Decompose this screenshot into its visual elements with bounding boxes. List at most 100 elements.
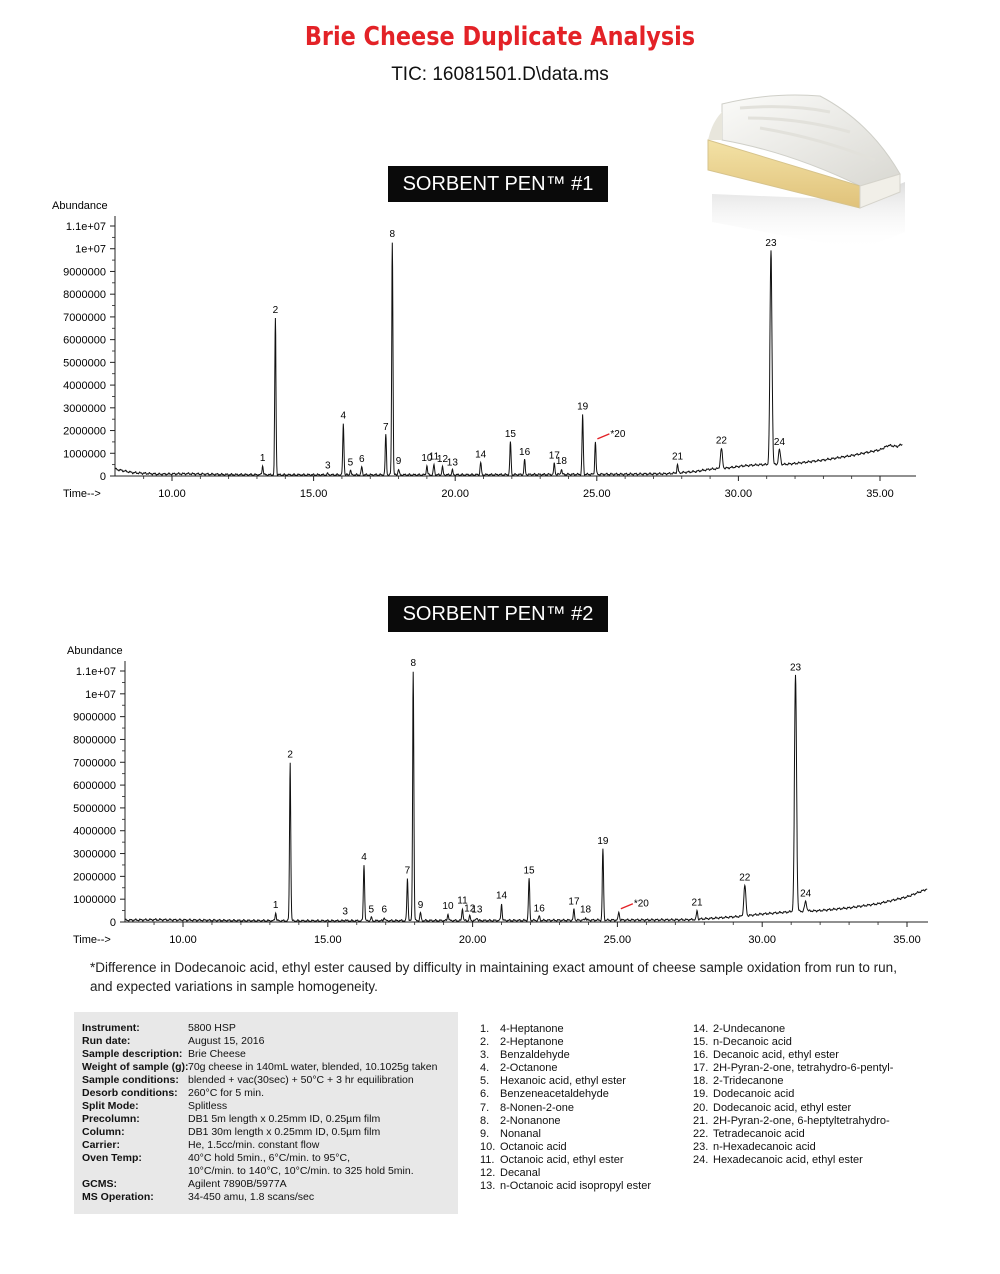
compound-item: 4. 2-Octanone — [480, 1062, 651, 1075]
y-tick-label: 7000000 — [63, 312, 106, 324]
compound-name: Octanoic acid, ethyl ester — [500, 1153, 624, 1166]
x-axis-label: Time--> — [73, 934, 111, 946]
y-tick-label: 9000000 — [73, 712, 116, 724]
compound-name: Octanoic acid — [500, 1140, 567, 1153]
peak-label: 5 — [348, 457, 354, 468]
compound-item: 10. Octanoic acid — [480, 1141, 651, 1154]
compound-number: 4. — [480, 1062, 490, 1075]
y-tick-label: 0 — [110, 917, 116, 929]
y-tick-label: 0 — [100, 471, 106, 483]
peak-label: 19 — [597, 836, 609, 847]
info-value: 40°C hold 5min., 6°C/min. to 95°C, — [188, 1152, 351, 1164]
peak-20-marker — [597, 433, 610, 440]
compound-name: Benzaldehyde — [500, 1049, 570, 1062]
compound-item: 15. n-Decanoic acid — [693, 1036, 893, 1049]
peak-label: 23 — [765, 238, 777, 249]
y-axis-label: Abundance — [52, 200, 108, 212]
compound-name: 2-Tridecanone — [713, 1075, 784, 1088]
compound-name: Dodecanoic acid — [713, 1088, 795, 1101]
compound-number: 13. — [480, 1180, 496, 1193]
compound-item: 8. 2-Nonanone — [480, 1115, 651, 1128]
y-tick-label: 1000000 — [63, 448, 106, 460]
y-tick-label: 5000000 — [63, 357, 106, 369]
peak-label: 3 — [325, 461, 331, 472]
compound-number: 10. — [480, 1140, 496, 1153]
peak-label: 19 — [577, 402, 589, 413]
compound-number: 5. — [480, 1075, 490, 1088]
info-value: 10°C/min. to 140°C, 10°C/min. to 325 hol… — [188, 1165, 414, 1177]
y-tick-label: 3000000 — [73, 849, 116, 861]
x-tick-label: 15.00 — [314, 934, 342, 946]
peak-label: 7 — [405, 866, 411, 877]
compound-item: 6. Benzeneacetaldehyde — [480, 1088, 651, 1101]
y-tick-label: 8000000 — [73, 734, 116, 746]
compound-item: 18. 2-Tridecanone — [693, 1075, 893, 1088]
compound-number: 1. — [480, 1023, 490, 1035]
x-tick-label: 35.00 — [893, 934, 921, 946]
info-value: 70g cheese in 140mL water, blended, 10.1… — [188, 1061, 438, 1073]
tic-trace — [114, 242, 903, 477]
peak-label: 11 — [457, 895, 468, 906]
peak-label: 17 — [549, 451, 561, 462]
y-tick-label: 8000000 — [63, 289, 106, 301]
compound-name: 2-Octanone — [500, 1062, 558, 1075]
compound-name: n-Octanoic acid isopropyl ester — [500, 1180, 652, 1193]
y-tick-label: 4000000 — [63, 380, 106, 392]
compound-item: 3. Benzaldehyde — [480, 1049, 651, 1062]
info-key: Weight of sample (g): — [82, 1061, 189, 1073]
peak-label: 24 — [774, 437, 786, 448]
info-key: Instrument: — [82, 1022, 140, 1034]
info-value: 260°C for 5 min. — [188, 1087, 264, 1099]
compound-item: 12. Decanal — [480, 1167, 651, 1180]
compound-name: Hexanoic acid, ethyl ester — [500, 1075, 626, 1088]
page-title: Brie Cheese Duplicate Analysis — [304, 22, 696, 52]
compound-number: 6. — [480, 1088, 490, 1101]
x-tick-label: 30.00 — [725, 488, 753, 500]
compound-name: 2-Heptanone — [500, 1036, 564, 1049]
peak-label: 6 — [359, 454, 365, 465]
peak-label: 13 — [447, 457, 459, 468]
compound-list-left: 1. 4-Heptanone 2. 2-Heptanone 3. Benzaldehyde… — [480, 1023, 651, 1193]
peak-label: 2 — [287, 749, 293, 760]
peak-20-marker — [620, 903, 634, 910]
x-tick-label: 30.00 — [748, 934, 776, 946]
compound-number: 19. — [693, 1088, 709, 1101]
compound-name: n-Decanoic acid — [713, 1036, 792, 1049]
peak-label: 21 — [672, 452, 684, 463]
compound-number: 15. — [693, 1036, 709, 1049]
info-key: Sample description: — [82, 1048, 183, 1060]
x-tick-label: 25.00 — [604, 934, 632, 946]
compound-name: 2H-Pyran-2-one, tetrahydro-6-pentyl- — [713, 1062, 894, 1075]
compound-item: 1. 4-Heptanone — [480, 1023, 651, 1036]
info-value: DB1 30m length x 0.25mm ID, 0.5µm film — [188, 1126, 381, 1138]
peak-label: 23 — [790, 663, 802, 674]
chart-2-title: SORBENT PEN™ #2 — [388, 596, 608, 632]
peak-label: 1 — [260, 453, 266, 464]
compound-name: Hexadecanoic acid, ethyl ester — [713, 1153, 863, 1166]
x-tick-label: 10.00 — [169, 934, 197, 946]
info-key: Run date: — [82, 1035, 131, 1047]
compound-name: Nonanal — [500, 1127, 541, 1140]
peak-label: 4 — [341, 411, 347, 422]
peak-label: 22 — [739, 872, 751, 883]
y-tick-label: 7000000 — [73, 757, 116, 769]
x-tick-label: 15.00 — [300, 488, 328, 500]
info-key: Carrier: — [82, 1139, 120, 1151]
info-key: Oven Temp: — [82, 1152, 142, 1164]
compound-number: 3. — [480, 1049, 490, 1062]
compound-number: 18. — [693, 1075, 709, 1088]
peak-label: 18 — [580, 904, 592, 915]
page-subtitle: TIC: 16081501.D\data.ms — [391, 64, 609, 85]
chromatogram-1: Abundance 0 1000000 2000000 3000000 4000000 50… — [52, 200, 916, 500]
info-key: Desorb conditions: — [82, 1087, 178, 1099]
compound-item: 13. n-Octanoic acid isopropyl ester — [480, 1180, 651, 1193]
y-tick-label: 1.1e+07 — [76, 666, 116, 678]
peak-label: 16 — [519, 447, 531, 458]
compound-item: 24. Hexadecanoic acid, ethyl ester — [693, 1154, 893, 1167]
y-tick-label: 1e+07 — [75, 244, 106, 256]
compound-item: 5. Hexanoic acid, ethyl ester — [480, 1075, 651, 1088]
y-tick-label: 9000000 — [63, 266, 106, 278]
peak-label: 11 — [429, 452, 440, 463]
y-tick-label: 2000000 — [73, 871, 116, 883]
compound-item: 17. 2H-Pyran-2-one, tetrahydro-6-pentyl- — [693, 1062, 893, 1075]
